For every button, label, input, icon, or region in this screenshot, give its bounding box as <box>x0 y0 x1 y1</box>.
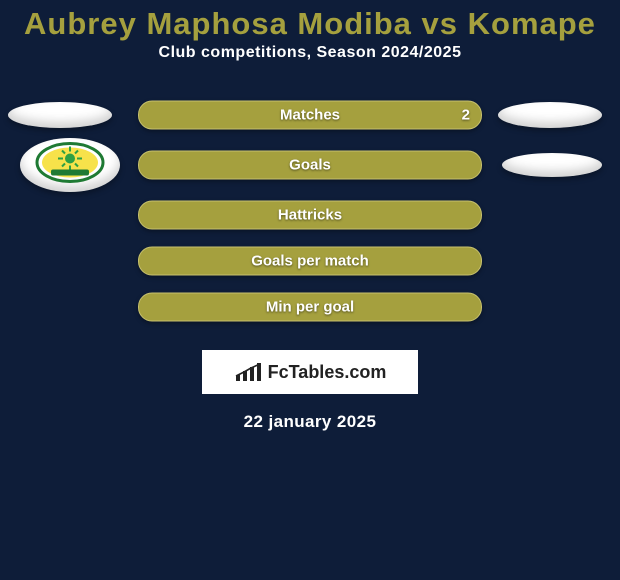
stat-pill: Min per goal <box>138 293 482 322</box>
season-subtitle: Club competitions, Season 2024/2025 <box>0 44 620 62</box>
infographic-container: Aubrey Maphosa Modiba vs Komape Club com… <box>0 6 620 580</box>
snapshot-date: 22 january 2025 <box>0 412 620 432</box>
branding-box: FcTables.com <box>202 350 418 394</box>
stat-row: Matches 2 <box>0 92 620 138</box>
sundowns-crest-icon <box>35 142 105 184</box>
crest-ellipse <box>20 138 120 192</box>
stat-pill: Hattricks <box>138 201 482 230</box>
stat-rows: Matches 2 <box>0 92 620 330</box>
stat-row: Goals per match <box>0 238 620 284</box>
stat-value-right: 2 <box>462 107 470 124</box>
stat-row: Goals <box>0 138 620 192</box>
crest-icon <box>35 142 105 189</box>
stat-label: Goals <box>139 157 481 174</box>
branding-text: FcTables.com <box>268 362 387 383</box>
stat-label: Min per goal <box>139 299 481 316</box>
stat-row: Min per goal <box>0 284 620 330</box>
player-left-crest <box>20 138 120 192</box>
ellipse-icon <box>498 102 602 128</box>
stat-label: Goals per match <box>139 253 481 270</box>
stat-row: Hattricks <box>0 192 620 238</box>
stat-pill: Goals per match <box>138 247 482 276</box>
bar-chart-icon <box>234 361 264 383</box>
player-left-badge <box>8 102 112 128</box>
stat-label: Matches <box>139 107 481 124</box>
stat-pill: Matches 2 <box>138 101 482 130</box>
player-right-badge <box>502 153 602 177</box>
stat-label: Hattricks <box>139 207 481 224</box>
ellipse-icon <box>502 153 602 177</box>
comparison-title: Aubrey Maphosa Modiba vs Komape <box>0 6 620 42</box>
ellipse-icon <box>8 102 112 128</box>
player-right-badge <box>498 102 602 128</box>
stat-pill: Goals <box>138 151 482 180</box>
